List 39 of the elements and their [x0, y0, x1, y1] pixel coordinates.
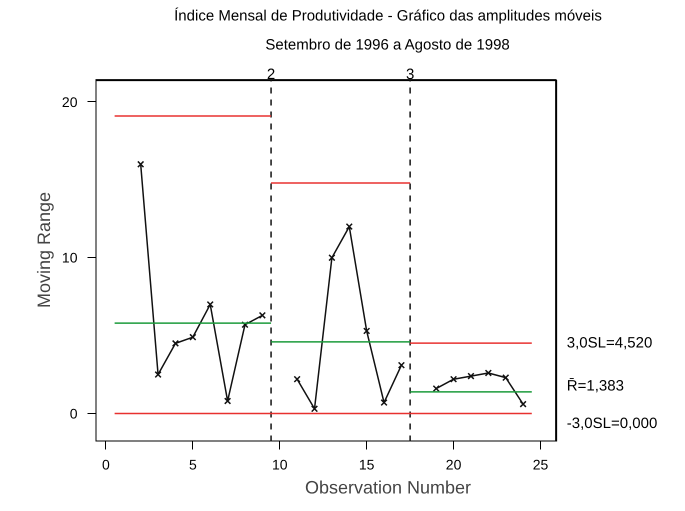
- point: [363, 327, 370, 334]
- annotation: 2: [266, 66, 276, 84]
- point: [467, 372, 475, 380]
- y-tick-label: 10: [62, 250, 78, 266]
- y-axis-title: Moving Range: [34, 192, 54, 308]
- x-tick-label: 5: [188, 456, 197, 472]
- annotation: -3,0SL=0,000: [566, 414, 658, 432]
- point: [328, 254, 336, 262]
- x-tick-label: 20: [446, 456, 462, 472]
- y-tick-label: 0: [70, 405, 78, 422]
- x-tick-label: 0: [102, 456, 110, 472]
- point: [310, 405, 318, 412]
- point: [346, 223, 353, 230]
- x-tick-label: 15: [358, 456, 375, 472]
- point: [172, 340, 180, 347]
- point: [450, 376, 458, 383]
- point: [502, 374, 510, 382]
- annotation: 3,0SL=4,520: [566, 334, 652, 352]
- point: [432, 384, 440, 392]
- point: [241, 321, 249, 328]
- point: [294, 376, 301, 383]
- annotation: 3: [406, 66, 414, 84]
- x-tick-label: 10: [272, 456, 288, 472]
- point: [258, 312, 266, 319]
- point: [224, 397, 232, 405]
- point: [154, 370, 162, 378]
- point: [137, 160, 144, 168]
- y-tick-label: 20: [62, 94, 78, 110]
- point: [189, 334, 196, 341]
- point: [380, 398, 388, 406]
- point: [398, 362, 406, 369]
- chart-title: Índice Mensal de Produtividade - Gráfico das amplitudes móveis: [174, 6, 602, 24]
- annotation: R̄=1,383: [566, 377, 624, 394]
- chart-subtitle: Setembro de 1996 a Agosto de 1998: [265, 36, 510, 54]
- point: [206, 300, 214, 308]
- point: [520, 400, 527, 408]
- x-tick-label: 25: [532, 456, 548, 472]
- x-axis-title: Observation Number: [304, 478, 472, 498]
- point: [484, 369, 492, 377]
